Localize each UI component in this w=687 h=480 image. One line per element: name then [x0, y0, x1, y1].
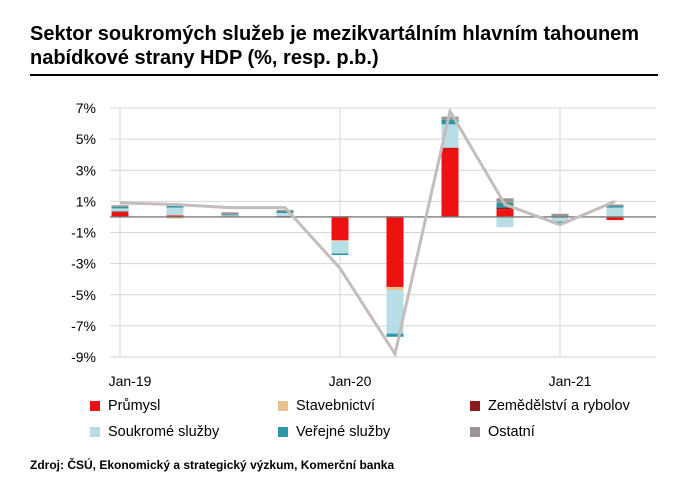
- legend-item: Ostatní: [470, 424, 535, 440]
- bar-segment: [111, 208, 129, 212]
- y-tick-label: -7%: [71, 318, 96, 334]
- bar-segment: [276, 211, 294, 214]
- bar-segment: [166, 216, 184, 219]
- legend-swatch: [470, 401, 480, 411]
- x-tick-label: Jan-21: [549, 373, 592, 389]
- bar-segment: [606, 206, 624, 208]
- y-tick-label: 3%: [76, 162, 96, 178]
- legend-item: Stavebnictví: [278, 398, 375, 414]
- legend-label: Veřejné služby: [296, 424, 391, 440]
- chart-title-line-2: nabídkové strany HDP (%, resp. p.b.): [30, 47, 379, 69]
- bar-segment: [551, 221, 569, 224]
- x-tick-label: Jan-19: [109, 373, 152, 389]
- bar-segment: [276, 213, 294, 217]
- bar-segment: [441, 119, 459, 125]
- y-tick-label: 1%: [76, 193, 96, 209]
- chart-title-line-1: Sektor soukromých služeb je mezikvartáln…: [30, 23, 640, 45]
- bar-segment: [166, 206, 184, 208]
- bar-segment: [221, 214, 239, 216]
- legend-swatch: [90, 401, 100, 411]
- legend-swatch: [90, 427, 100, 437]
- bar-segment: [386, 333, 404, 337]
- legend-label: Soukromé služby: [108, 424, 220, 440]
- bar-segment: [111, 206, 129, 209]
- y-tick-label: 7%: [76, 100, 96, 116]
- x-tick-label: Jan-20: [329, 373, 372, 389]
- chart-title: Sektor soukromých služeb je mezikvartáln…: [30, 22, 670, 70]
- bar-segment: [551, 213, 569, 217]
- bar-segment: [496, 198, 514, 203]
- legend-swatch: [470, 427, 480, 437]
- legend-label: Zemědělství a rybolov: [488, 398, 630, 414]
- bar-segment: [111, 211, 129, 213]
- legend-label: Stavebnictví: [296, 398, 375, 414]
- y-tick-label: -9%: [71, 349, 96, 365]
- bar-segment: [386, 216, 404, 287]
- y-tick-label: -5%: [71, 287, 96, 303]
- bar-segment: [331, 240, 349, 242]
- legend-label: Průmysl: [108, 398, 161, 414]
- legend-label: Ostatní: [488, 424, 535, 440]
- bar-segment: [221, 212, 239, 215]
- legend-item: Zemědělství a rybolov: [470, 398, 630, 414]
- bar-segment: [111, 212, 129, 217]
- bar-segment: [111, 205, 129, 207]
- bar-segment: [166, 207, 184, 216]
- bar-segment: [441, 116, 459, 120]
- title-underline: [30, 74, 658, 76]
- source-note: Zdroj: ČSÚ, Ekonomický a strategický výz…: [30, 458, 395, 472]
- legend-swatch: [278, 401, 288, 411]
- bar-segment: [331, 253, 349, 256]
- bar-segment: [496, 209, 514, 217]
- bar-segment: [606, 204, 624, 207]
- bar-segment: [441, 148, 459, 217]
- legend-item: Soukromé služby: [90, 424, 219, 440]
- legend-item: Průmysl: [90, 398, 160, 414]
- bar-segment: [496, 217, 514, 228]
- bar-segment: [386, 286, 404, 291]
- legend-swatch: [278, 427, 288, 437]
- y-tick-label: -3%: [71, 256, 96, 272]
- bar-segment: [331, 241, 349, 254]
- bar-segment: [221, 215, 239, 217]
- bar-segment: [606, 216, 624, 221]
- y-tick-label: -1%: [71, 225, 96, 241]
- bar-segment: [606, 207, 624, 217]
- gdp-total-line: [119, 107, 616, 358]
- legend-item: Veřejné služby: [278, 424, 390, 440]
- bar-segment: [496, 207, 514, 210]
- bar-segment: [386, 290, 404, 334]
- bar-segment: [276, 209, 294, 212]
- y-tick-label: 5%: [76, 131, 96, 147]
- bar-segment: [166, 215, 184, 217]
- bar-segment: [331, 216, 349, 241]
- bar-segment: [441, 147, 459, 149]
- bar-segment: [551, 216, 569, 222]
